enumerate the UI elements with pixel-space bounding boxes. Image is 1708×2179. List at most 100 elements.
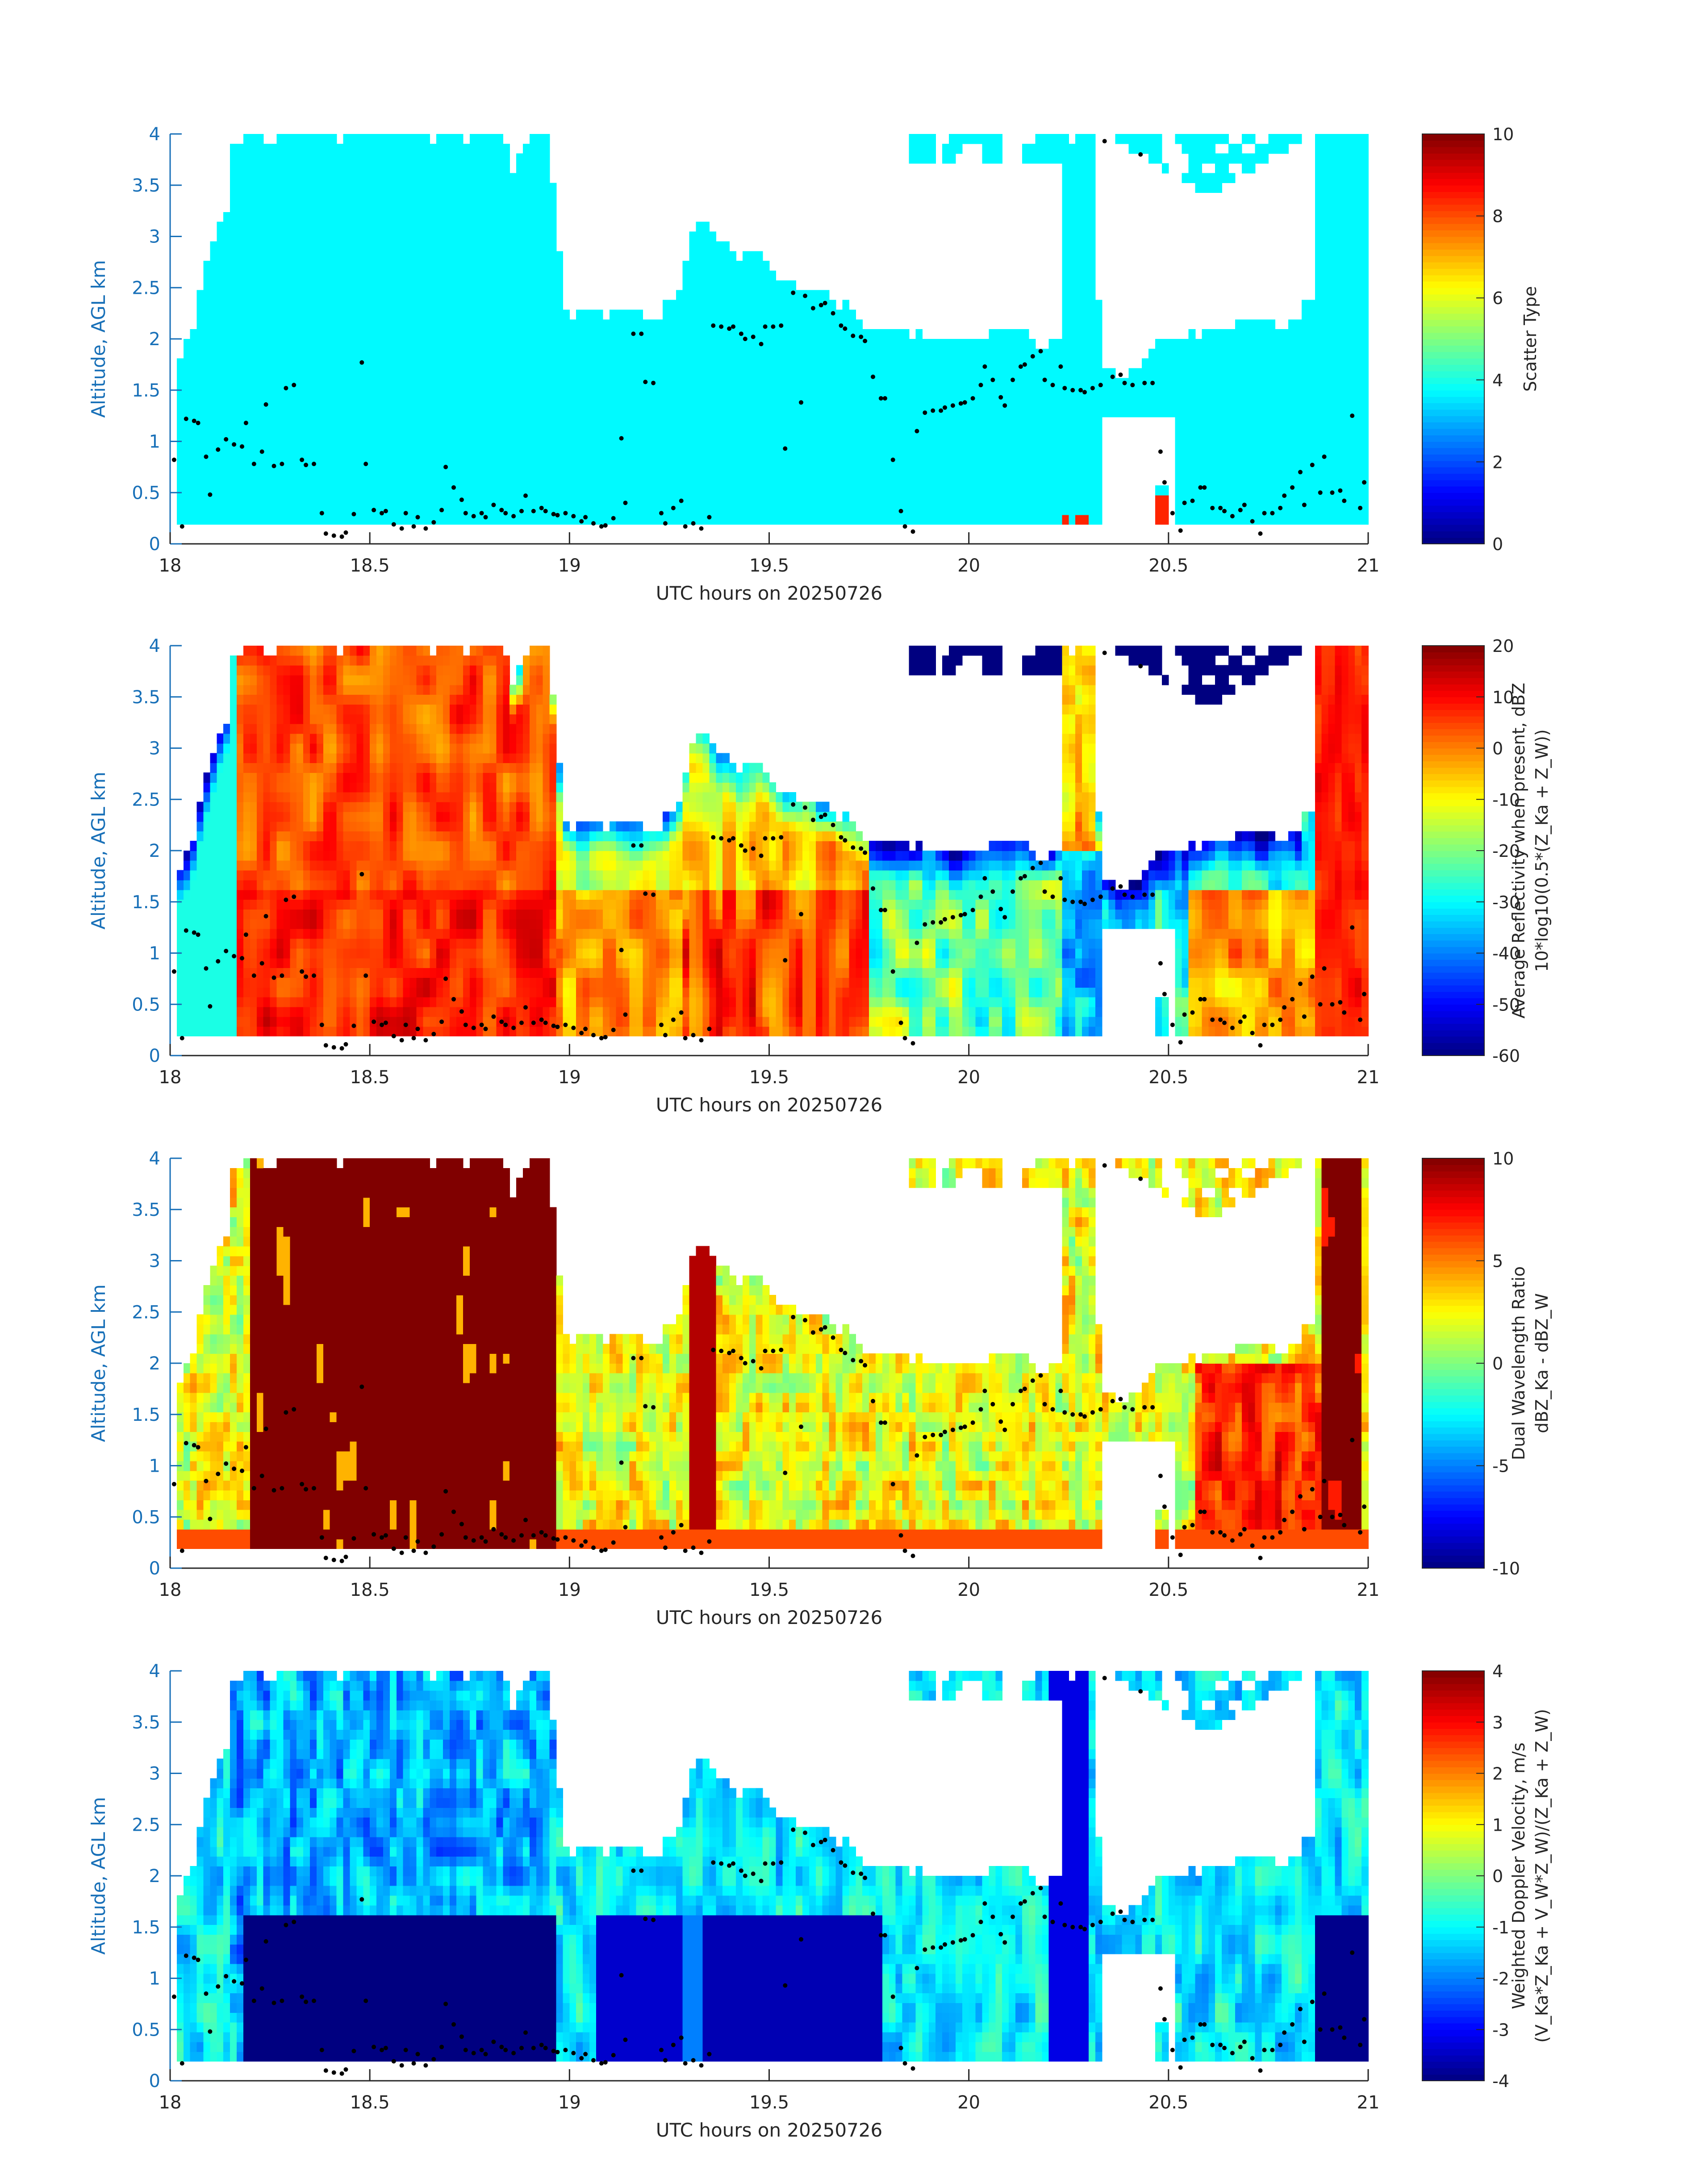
heatmap-cell <box>1335 309 1342 320</box>
heatmap-cell <box>1215 173 1222 183</box>
heatmap-cell <box>363 222 370 232</box>
heatmap-cell <box>1222 437 1229 447</box>
heatmap-cell <box>676 378 683 388</box>
heatmap-cell <box>756 251 763 261</box>
heatmap-cell <box>516 359 523 369</box>
heatmap-cell <box>1155 154 1162 164</box>
heatmap-cell <box>210 437 217 447</box>
heatmap-cell <box>982 466 990 476</box>
heatmap-cell <box>816 349 823 359</box>
heatmap-cell <box>843 514 850 525</box>
heatmap-cell <box>470 241 477 251</box>
heatmap-cell <box>430 261 437 271</box>
heatmap-cell <box>563 378 570 388</box>
heatmap-cell <box>576 485 583 496</box>
heatmap-cell <box>769 339 777 349</box>
heatmap-cell <box>1268 466 1275 476</box>
heatmap-cell <box>1089 280 1096 291</box>
heatmap-cell <box>490 456 497 466</box>
heatmap-cell <box>616 417 623 427</box>
heatmap-cell <box>1335 290 1342 301</box>
heatmap-cell <box>729 514 736 525</box>
heatmap-cell <box>1328 378 1336 388</box>
heatmap-cell <box>1042 466 1049 476</box>
heatmap-cell <box>337 319 344 330</box>
heatmap-cell <box>250 378 257 388</box>
heatmap-cell <box>1282 378 1289 388</box>
heatmap-cell <box>1029 505 1036 515</box>
heatmap-cell <box>829 427 836 437</box>
heatmap-cell <box>456 407 464 417</box>
heatmap-cell <box>383 427 390 437</box>
heatmap-cell <box>1315 476 1322 486</box>
heatmap-cell <box>576 339 583 349</box>
heatmap-cell <box>343 134 351 144</box>
heatmap-cell <box>363 437 370 447</box>
heatmap-cell <box>443 397 450 408</box>
heatmap-cell <box>443 427 450 437</box>
heatmap-cell <box>922 359 929 369</box>
heatmap-cell <box>223 349 230 359</box>
heatmap-cell <box>190 388 197 398</box>
heatmap-cell <box>323 485 330 496</box>
heatmap-cell <box>310 319 317 330</box>
heatmap-cell <box>296 349 304 359</box>
heatmap-cell <box>1036 505 1043 515</box>
heatmap-cell <box>456 427 464 437</box>
heatmap-cell <box>736 466 743 476</box>
heatmap-cell <box>856 319 863 330</box>
heatmap-cell <box>403 485 410 496</box>
heatmap-cell <box>1235 388 1242 398</box>
heatmap-cell <box>915 154 923 164</box>
heatmap-cell <box>550 446 557 456</box>
heatmap-cell <box>476 280 484 291</box>
heatmap-cell <box>915 368 923 379</box>
heatmap-cell <box>310 427 317 437</box>
heatmap-cell <box>483 319 490 330</box>
heatmap-cell <box>1295 456 1302 466</box>
heatmap-cell <box>410 329 417 339</box>
heatmap-cell <box>896 378 903 388</box>
heatmap-cell <box>1341 261 1349 271</box>
heatmap-cell <box>223 485 230 496</box>
heatmap-cell <box>683 359 690 369</box>
heatmap-cell <box>663 397 670 408</box>
heatmap-cell <box>989 495 996 505</box>
heatmap-cell <box>383 261 390 271</box>
heatmap-cell <box>729 427 736 437</box>
heatmap-cell <box>1042 456 1049 466</box>
heatmap-cell <box>623 485 630 496</box>
heatmap-cell <box>869 437 876 447</box>
heatmap-cell <box>1042 397 1049 408</box>
heatmap-cell <box>942 368 949 379</box>
heatmap-cell <box>889 427 896 437</box>
heatmap-cell <box>337 495 344 505</box>
heatmap-cell <box>616 456 623 466</box>
heatmap-cell <box>403 329 410 339</box>
heatmap-cell <box>836 476 843 486</box>
heatmap-cell <box>1355 437 1362 447</box>
heatmap-cell <box>337 514 344 525</box>
heatmap-cell <box>776 349 783 359</box>
heatmap-cell <box>789 329 796 339</box>
heatmap-cell <box>197 339 204 349</box>
heatmap-cell <box>423 309 430 320</box>
heatmap-cell <box>1095 446 1102 456</box>
heatmap-cell <box>796 505 803 515</box>
heatmap-cell <box>882 329 889 339</box>
heatmap-cell <box>470 505 477 515</box>
heatmap-cell <box>503 466 510 476</box>
heatmap-cell <box>1308 446 1315 456</box>
heatmap-cell <box>736 495 743 505</box>
heatmap-cell <box>1022 154 1029 164</box>
heatmap-cell <box>616 378 623 388</box>
heatmap-cell <box>410 173 417 183</box>
heatmap-cell <box>722 241 730 251</box>
heatmap-cell <box>530 212 537 222</box>
heatmap-cell <box>809 407 816 417</box>
heatmap-cell <box>530 154 537 164</box>
heatmap-cell <box>1202 505 1209 515</box>
heatmap-cell <box>1189 407 1196 417</box>
heatmap-cell <box>1082 476 1089 486</box>
heatmap-cell <box>1262 388 1269 398</box>
